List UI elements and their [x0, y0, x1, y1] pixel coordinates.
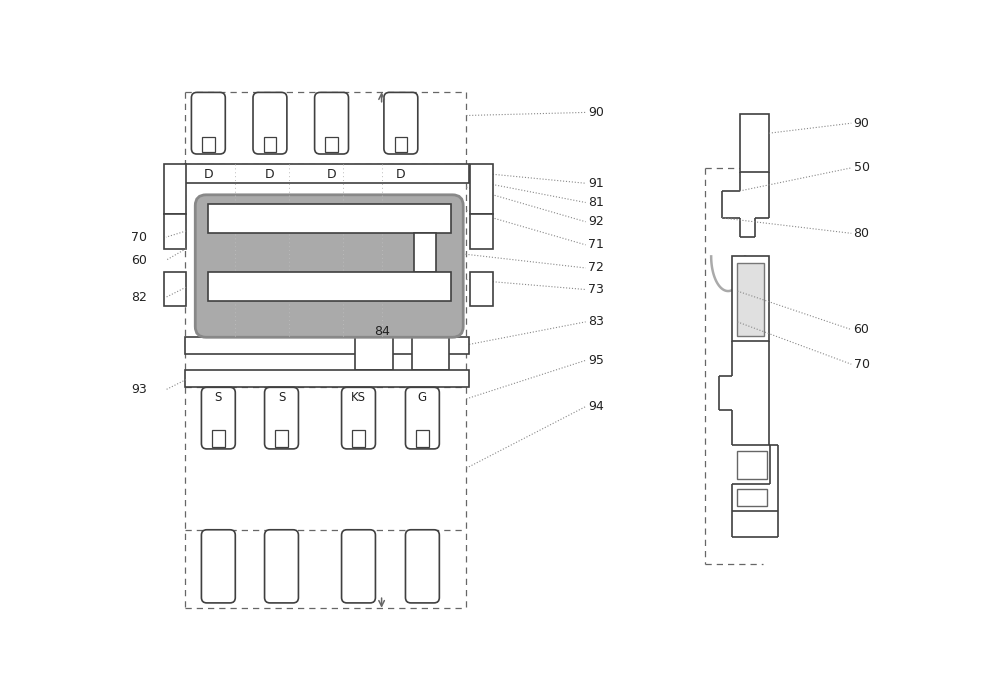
- Text: 93: 93: [131, 383, 147, 396]
- Bar: [202, 137, 215, 152]
- Text: 73: 73: [588, 283, 604, 296]
- Bar: [164, 214, 186, 249]
- Text: Gate: Gate: [420, 240, 430, 265]
- Bar: [740, 114, 769, 172]
- Bar: [414, 234, 436, 272]
- Text: 71: 71: [588, 238, 604, 252]
- Bar: [737, 489, 767, 506]
- Bar: [355, 337, 393, 369]
- Text: 91: 91: [588, 177, 604, 190]
- Bar: [412, 337, 449, 369]
- FancyBboxPatch shape: [405, 387, 439, 449]
- Text: 81: 81: [588, 196, 604, 209]
- Text: 92: 92: [588, 216, 604, 228]
- Bar: [325, 137, 338, 152]
- Bar: [737, 263, 764, 335]
- FancyBboxPatch shape: [201, 529, 235, 603]
- FancyBboxPatch shape: [201, 387, 235, 449]
- Text: S: S: [215, 391, 222, 404]
- Text: D: D: [396, 168, 406, 180]
- Bar: [470, 272, 493, 306]
- Bar: [737, 451, 767, 479]
- Text: 72: 72: [588, 261, 604, 274]
- Text: 83: 83: [588, 315, 604, 328]
- Text: 60: 60: [131, 254, 147, 267]
- Text: D: D: [204, 168, 213, 180]
- Text: D: D: [327, 168, 336, 180]
- Bar: [185, 369, 469, 387]
- Text: Drain: Drain: [313, 212, 347, 225]
- Bar: [275, 430, 288, 446]
- Bar: [185, 337, 469, 354]
- FancyBboxPatch shape: [384, 92, 418, 154]
- FancyBboxPatch shape: [191, 92, 225, 154]
- Text: D: D: [265, 168, 275, 180]
- Bar: [264, 137, 276, 152]
- Bar: [395, 137, 407, 152]
- FancyBboxPatch shape: [315, 92, 348, 154]
- Text: 50: 50: [854, 161, 870, 175]
- FancyBboxPatch shape: [195, 195, 463, 337]
- Text: 94: 94: [588, 400, 604, 413]
- Text: 82: 82: [131, 291, 147, 304]
- Text: KS: KS: [351, 391, 366, 404]
- Text: 70: 70: [131, 231, 147, 244]
- Bar: [352, 430, 365, 446]
- Bar: [732, 256, 769, 341]
- FancyBboxPatch shape: [405, 529, 439, 603]
- FancyBboxPatch shape: [342, 529, 375, 603]
- Bar: [208, 204, 451, 234]
- Text: 90: 90: [854, 116, 869, 130]
- Text: 95: 95: [588, 354, 604, 367]
- Text: 84: 84: [374, 324, 390, 337]
- FancyBboxPatch shape: [265, 529, 298, 603]
- FancyBboxPatch shape: [342, 387, 375, 449]
- Bar: [212, 430, 225, 446]
- Text: G: G: [418, 391, 427, 404]
- FancyBboxPatch shape: [265, 387, 298, 449]
- Bar: [416, 430, 429, 446]
- Text: Source: Source: [308, 280, 352, 293]
- Bar: [470, 214, 493, 249]
- Bar: [185, 164, 469, 183]
- Text: S: S: [278, 391, 285, 404]
- Bar: [208, 272, 451, 301]
- Text: 60: 60: [854, 323, 869, 336]
- Bar: [164, 164, 186, 214]
- Bar: [164, 272, 186, 306]
- FancyBboxPatch shape: [253, 92, 287, 154]
- Text: 90: 90: [588, 106, 604, 119]
- Text: 70: 70: [854, 358, 870, 371]
- Text: 80: 80: [854, 227, 870, 240]
- Bar: [470, 164, 493, 214]
